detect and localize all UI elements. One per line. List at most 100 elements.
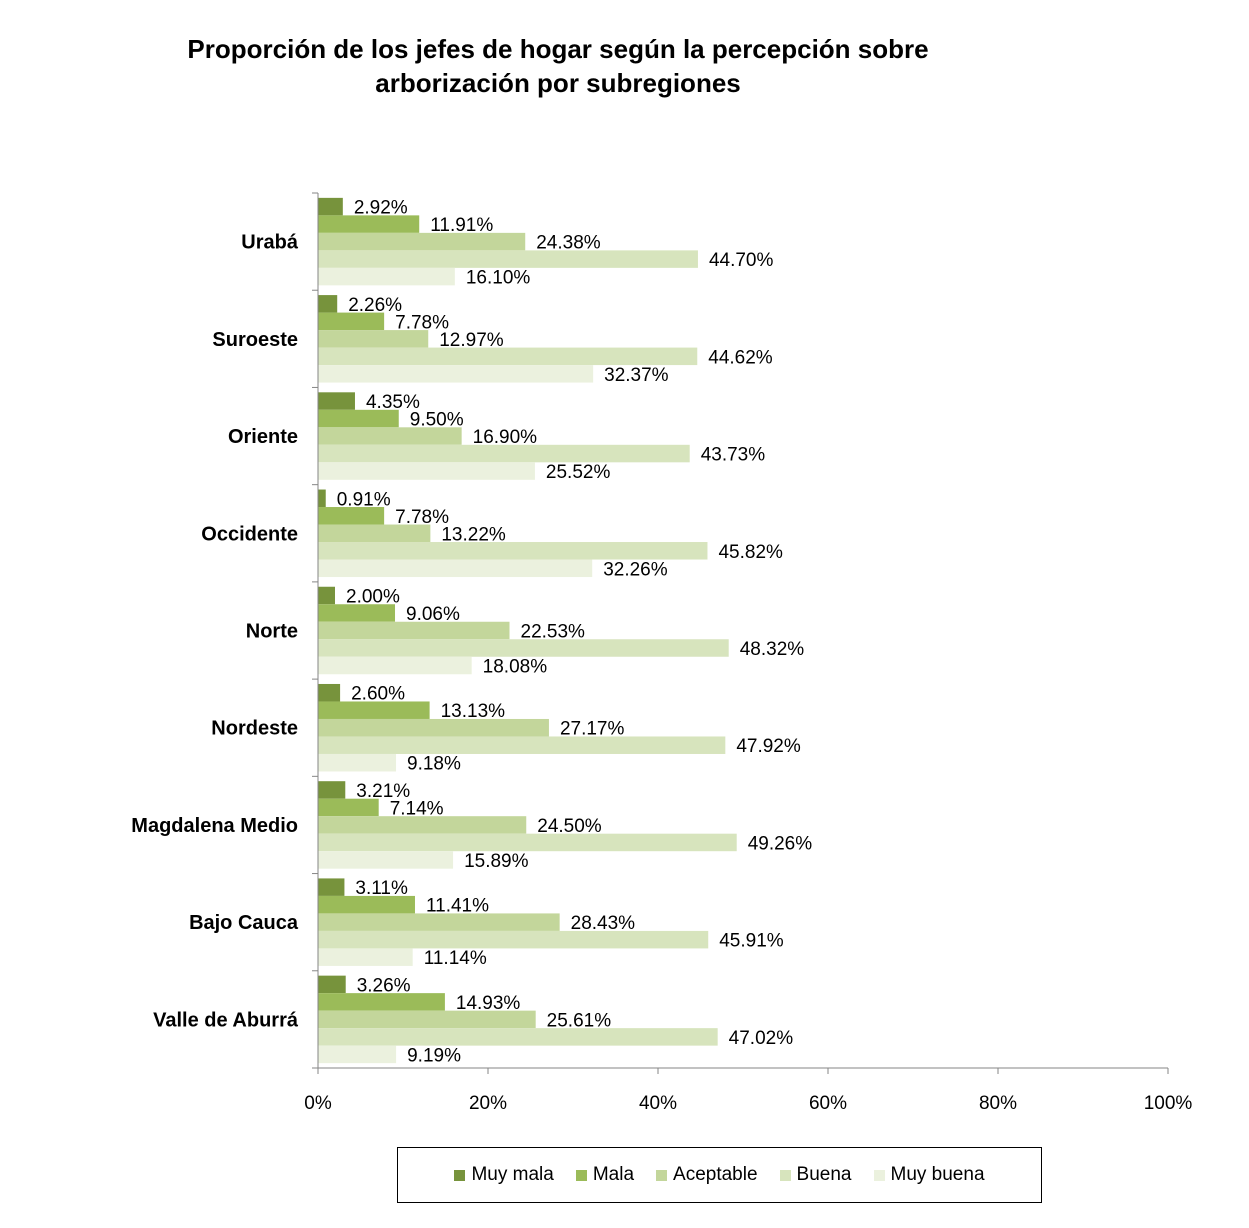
bar-buena-0 (318, 250, 698, 268)
category-label-0: Urabá (241, 232, 299, 254)
bar-muy-mala-0 (318, 197, 343, 216)
bar-aceptable-4 (318, 621, 510, 640)
data-label-aceptable-5: 27.17% (560, 719, 625, 740)
chart-title-line-1: Proporción de los jefes de hogar según l… (187, 34, 929, 64)
data-label-muy-buena-1: 32.37% (604, 365, 669, 386)
data-label-muy-buena-2: 25.52% (546, 462, 611, 483)
bar-muy-mala-6 (318, 781, 346, 799)
bar-aceptable-0 (318, 232, 526, 251)
data-label-aceptable-6: 24.50% (537, 816, 602, 837)
data-label-aceptable-1: 12.97% (439, 330, 504, 351)
legend-label: Aceptable (673, 1164, 758, 1185)
bar-muy-buena-1 (318, 365, 594, 383)
bar-aceptable-5 (318, 718, 549, 737)
data-label-buena-6: 49.26% (748, 833, 813, 854)
chart-legend: Muy mala Mala Aceptable Buena Muy buena (397, 1147, 1042, 1203)
bar-buena-5 (318, 736, 726, 754)
data-label-mala-5: 13.13% (441, 701, 506, 722)
bar-muy-buena-5 (318, 753, 397, 772)
legend-swatch (656, 1169, 668, 1181)
data-label-mala-2: 9.50% (410, 410, 464, 431)
bar-aceptable-2 (318, 427, 462, 445)
legend-label: Muy mala (471, 1164, 554, 1185)
bar-buena-7 (318, 930, 709, 949)
data-label-muy-mala-5: 2.60% (351, 684, 405, 705)
x-tick-label-2: 40% (639, 1093, 677, 1114)
x-tick-label-5: 100% (1144, 1093, 1193, 1114)
category-label-1: Suroeste (212, 329, 298, 351)
data-label-muy-buena-0: 16.10% (466, 268, 531, 289)
bar-mala-6 (318, 798, 379, 817)
data-label-muy-buena-5: 9.18% (407, 754, 461, 775)
category-label-5: Nordeste (211, 718, 298, 740)
legend-swatch (779, 1169, 791, 1181)
bar-muy-buena-0 (318, 267, 455, 286)
data-label-aceptable-7: 28.43% (571, 913, 636, 934)
legend-item-buena: Buena (779, 1164, 852, 1186)
bar-buena-4 (318, 639, 729, 657)
data-label-muy-buena-3: 32.26% (603, 559, 668, 580)
x-tick-label-4: 80% (979, 1093, 1017, 1114)
data-label-mala-1: 7.78% (395, 312, 449, 333)
legend-label: Muy buena (890, 1164, 985, 1185)
legend-item-aceptable: Aceptable (656, 1164, 758, 1186)
x-tick-label-1: 20% (469, 1093, 507, 1114)
bar-buena-2 (318, 444, 690, 463)
bar-aceptable-7 (318, 913, 560, 931)
data-label-buena-3: 45.82% (718, 542, 783, 563)
bar-mala-3 (318, 507, 385, 525)
data-label-aceptable-4: 22.53% (521, 622, 586, 643)
bar-muy-mala-4 (318, 586, 335, 605)
bar-mala-2 (318, 409, 399, 428)
bar-mala-8 (318, 993, 445, 1011)
data-label-muy-mala-3: 0.91% (337, 489, 391, 510)
data-label-muy-mala-7: 3.11% (355, 878, 408, 899)
legend-item-muy-buena: Muy buena (873, 1164, 985, 1186)
legend-swatch (575, 1169, 587, 1181)
legend-swatch (873, 1169, 885, 1181)
category-label-8: Valle de Aburrá (153, 1009, 299, 1031)
bar-buena-6 (318, 833, 737, 852)
data-label-aceptable-2: 16.90% (473, 427, 538, 448)
data-label-muy-mala-8: 3.26% (357, 975, 411, 996)
category-label-6: Magdalena Medio (131, 815, 298, 837)
data-label-buena-0: 44.70% (709, 250, 774, 271)
bar-muy-mala-3 (318, 489, 326, 508)
bar-muy-buena-2 (318, 462, 535, 480)
legend-item-mala: Mala (575, 1164, 634, 1186)
data-label-mala-8: 14.93% (456, 993, 521, 1014)
bar-muy-mala-8 (318, 975, 346, 994)
data-label-buena-4: 48.32% (740, 639, 805, 660)
bar-muy-buena-4 (318, 656, 472, 675)
data-label-aceptable-3: 13.22% (441, 524, 506, 545)
data-label-mala-7: 11.41% (426, 896, 489, 917)
bar-mala-0 (318, 215, 420, 233)
data-label-mala-6: 7.14% (390, 798, 444, 819)
legend-swatch (454, 1169, 466, 1181)
data-label-mala-3: 7.78% (395, 507, 449, 528)
bar-mala-4 (318, 604, 396, 622)
data-label-aceptable-8: 25.61% (547, 1010, 612, 1031)
bar-muy-buena-6 (318, 851, 454, 869)
bar-mala-5 (318, 701, 430, 719)
data-label-muy-buena-6: 15.89% (464, 851, 529, 872)
data-label-muy-mala-2: 4.35% (366, 392, 420, 413)
bar-muy-buena-8 (318, 1045, 397, 1064)
bar-muy-buena-7 (318, 948, 413, 966)
bar-mala-7 (318, 895, 415, 914)
data-label-muy-buena-7: 11.14% (424, 948, 487, 969)
chart-title-line-2: arborización por subregiones (375, 68, 741, 98)
data-label-muy-mala-1: 2.26% (348, 295, 402, 316)
data-label-buena-5: 47.92% (736, 736, 801, 757)
bar-mala-1 (318, 312, 385, 331)
bar-aceptable-1 (318, 330, 429, 348)
bar-aceptable-6 (318, 816, 527, 834)
bar-chart: 2.92%11.91%24.38%44.70%16.10%Urabá2.26%7… (131, 192, 1193, 1114)
data-label-buena-8: 47.02% (729, 1028, 794, 1049)
data-label-buena-7: 45.91% (719, 931, 784, 952)
category-label-4: Norte (246, 621, 298, 643)
data-label-mala-0: 11.91% (430, 215, 493, 236)
legend-label: Buena (796, 1164, 852, 1185)
bar-muy-mala-5 (318, 683, 341, 702)
bar-muy-mala-7 (318, 878, 345, 896)
